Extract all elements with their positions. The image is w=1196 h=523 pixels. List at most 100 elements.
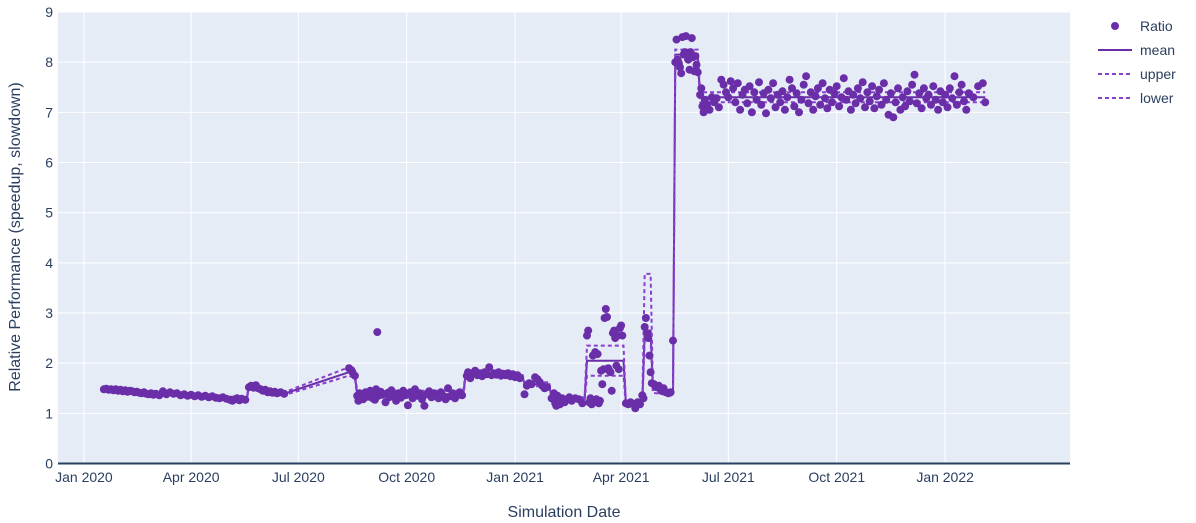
legend-label-lower: lower xyxy=(1140,90,1174,106)
ratio-point xyxy=(912,99,921,108)
ratio-point xyxy=(905,97,914,106)
x-tick-labels: Jan 2020 Apr 2020 Jul 2020 Oct 2020 Jan 2021… xyxy=(55,469,974,485)
ratio-point xyxy=(373,328,382,337)
ratio-point xyxy=(617,321,626,330)
ratio-point xyxy=(527,380,536,389)
legend-item-upper[interactable]: upper xyxy=(1098,66,1176,82)
y-tick-label: 1 xyxy=(45,405,53,421)
ratio-point xyxy=(731,98,740,107)
ratio-point xyxy=(851,99,860,108)
ratio-point xyxy=(960,97,968,106)
ratio-point xyxy=(776,98,785,107)
ratio-point xyxy=(444,384,452,393)
ratio-point xyxy=(762,109,770,118)
ratio-point xyxy=(593,350,602,359)
legend-item-mean[interactable]: mean xyxy=(1098,42,1175,58)
ratio-point xyxy=(891,98,900,107)
y-tick-label: 6 xyxy=(45,155,53,171)
ratio-point xyxy=(669,336,677,345)
ratio-point xyxy=(280,389,289,398)
ratio-point xyxy=(745,82,754,91)
ratio-point xyxy=(696,90,705,99)
ratio-point xyxy=(910,70,919,79)
x-tick-label: Oct 2021 xyxy=(808,469,865,485)
legend[interactable]: Ratio mean upper lower xyxy=(1098,18,1176,106)
y-tick-label: 0 xyxy=(45,456,53,472)
y-tick-labels: 0 1 2 3 4 5 6 7 8 9 xyxy=(45,4,53,472)
ratio-point xyxy=(714,103,723,112)
x-tick-label: Jan 2020 xyxy=(55,469,113,485)
ratio-point xyxy=(809,105,818,114)
ratio-markers xyxy=(99,32,990,413)
ratio-point xyxy=(856,94,865,103)
ratio-point xyxy=(614,365,623,374)
ratio-point xyxy=(894,84,902,93)
ratio-point xyxy=(677,69,686,78)
ratio-point xyxy=(877,100,886,109)
ratio-point xyxy=(601,305,610,313)
ratio-point xyxy=(418,395,426,404)
ratio-point xyxy=(584,326,593,335)
ratio-point xyxy=(743,99,752,108)
ratio-point xyxy=(792,89,801,98)
ratio-point xyxy=(962,105,971,114)
ratio-point xyxy=(938,98,947,107)
ratio-point xyxy=(908,80,917,89)
x-tick-label: Oct 2020 xyxy=(378,469,435,485)
ratio-point xyxy=(828,98,836,107)
ratio-point xyxy=(542,383,551,392)
ratio-point xyxy=(485,363,494,372)
ratio-point xyxy=(929,82,938,91)
ratio-point xyxy=(839,74,848,83)
ratio-point xyxy=(981,98,990,107)
y-tick-label: 7 xyxy=(45,104,53,120)
ratio-point xyxy=(676,63,684,72)
ratio-point xyxy=(813,84,822,93)
ratio-point xyxy=(606,368,615,377)
legend-item-ratio[interactable]: Ratio xyxy=(1111,18,1173,34)
ratio-point xyxy=(666,388,675,397)
ratio-point xyxy=(832,82,841,91)
ratio-point xyxy=(603,313,611,321)
ratio-point xyxy=(941,90,950,99)
ratio-point xyxy=(750,88,759,97)
legend-label-upper: upper xyxy=(1140,66,1176,82)
ratio-point xyxy=(835,102,844,111)
ratio-point xyxy=(640,323,649,331)
ratio-point xyxy=(641,314,650,322)
ratio-point xyxy=(917,104,926,113)
ratio-point xyxy=(515,374,524,383)
x-tick-label: Jul 2021 xyxy=(702,469,755,485)
ratio-point xyxy=(915,89,924,98)
ratio-point xyxy=(736,105,745,114)
ratio-point xyxy=(823,104,832,113)
ratio-point xyxy=(969,93,978,102)
ratio-point xyxy=(712,94,721,103)
y-tick-label: 5 xyxy=(45,205,53,221)
ratio-point xyxy=(924,90,933,99)
ratio-point xyxy=(785,75,794,84)
ratio-point xyxy=(687,34,696,43)
ratio-point xyxy=(755,78,763,87)
ratio-point xyxy=(861,103,869,112)
ratio-point xyxy=(764,85,773,94)
ratio-point xyxy=(816,100,825,109)
ratio-point xyxy=(780,105,789,114)
y-gridlines xyxy=(58,11,1070,414)
ratio-point xyxy=(799,80,808,89)
ratio-point xyxy=(842,95,851,104)
ratio-point xyxy=(692,60,701,69)
ratio-point xyxy=(802,72,811,81)
ratio-point xyxy=(595,396,604,405)
ratio-point xyxy=(957,80,966,89)
ratio-point xyxy=(747,108,756,117)
legend-item-lower[interactable]: lower xyxy=(1098,90,1174,106)
ratio-point xyxy=(646,368,655,377)
ratio-point xyxy=(846,105,855,114)
ratio-point xyxy=(811,92,820,101)
x-tick-label: Jul 2020 xyxy=(272,469,325,485)
ratio-point xyxy=(420,401,429,410)
ratio-point xyxy=(868,82,877,91)
ratio-point xyxy=(644,334,653,343)
ratio-point xyxy=(729,84,738,93)
